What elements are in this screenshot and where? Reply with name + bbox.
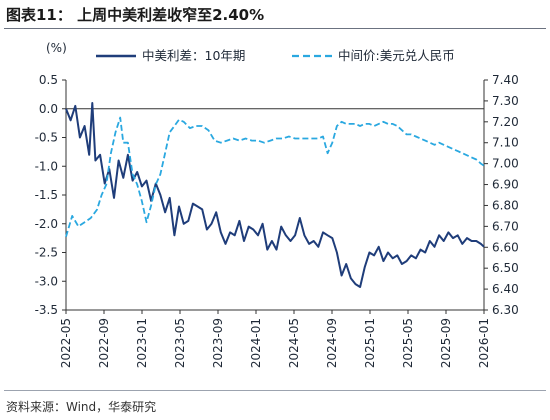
figure-title: 图表11： 上周中美利差收窄至2.40%: [6, 6, 265, 24]
y-left-tick-label: 0.5: [39, 73, 58, 87]
y-left-tick-label: -3.5: [35, 303, 58, 317]
y-right-tick-label: 7.20: [492, 115, 519, 129]
y-right-tick-label: 6.40: [492, 282, 519, 296]
x-tick-label: 2024-05: [287, 318, 301, 368]
x-tick-label: 2025-01: [363, 318, 377, 368]
x-axis: 2022-05 2022-09 2023-01 2023-05 2023-09 2024-…: [59, 310, 491, 368]
title-rule: [4, 28, 546, 29]
y-axis-left-label: (%): [46, 41, 67, 55]
x-tick-label: 2023-01: [135, 318, 149, 368]
legend-label-spread: 中美利差：10年期: [142, 48, 245, 63]
y-axis-right: 7.40 7.30 7.20 7.10 7.00 6.90 6.80 6.70 6.60 6.50…: [484, 73, 519, 317]
y-left-tick-label: -3.0: [35, 274, 58, 288]
x-tick-label: 2023-09: [211, 318, 225, 368]
y-left-tick-label: -1.5: [35, 188, 58, 202]
x-tick-label: 2023-05: [173, 318, 187, 368]
y-left-tick-label: 0.0: [39, 102, 58, 116]
series-line-usdcny-fixing: [65, 116, 485, 238]
y-right-tick-label: 7.30: [492, 94, 519, 108]
y-right-tick-label: 6.30: [492, 303, 519, 317]
x-tick-label: 2024-01: [249, 318, 263, 368]
series-layer: [65, 102, 485, 288]
y-left-tick-label: -0.5: [35, 131, 58, 145]
y-left-tick-label: -1.0: [35, 159, 58, 173]
y-left-tick-label: -2.0: [35, 217, 58, 231]
source-note: 资料来源：Wind，华泰研究: [6, 400, 157, 414]
legend: 中美利差：10年期 中间价:美元兑人民币: [96, 48, 455, 63]
y-axis-left: 0.5 0.0 -0.5 -1.0 -1.5 -2.0 -2.5 -3.0 -3.5: [35, 73, 66, 317]
y-right-tick-label: 6.60: [492, 240, 519, 254]
x-tick-label: 2022-05: [59, 318, 73, 368]
bottom-rule: [4, 390, 546, 391]
y-right-tick-label: 6.50: [492, 261, 519, 275]
x-tick-label: 2025-09: [439, 318, 453, 368]
series-line-cn-us-spread-10y: [65, 102, 485, 288]
x-tick-label: 2022-09: [97, 318, 111, 368]
y-right-tick-label: 6.70: [492, 219, 519, 233]
legend-label-fixing: 中间价:美元兑人民币: [338, 48, 455, 63]
y-left-tick-label: -2.5: [35, 246, 58, 260]
y-right-tick-label: 6.80: [492, 198, 519, 212]
x-tick-label: 2024-09: [325, 318, 339, 368]
y-right-tick-label: 7.40: [492, 73, 519, 87]
dual-axis-line-chart: 0.50.0-0.5-1.0-1.5-2.0-2.5-3.0-3.5 7.407…: [35, 41, 519, 368]
y-right-tick-label: 7.10: [492, 136, 519, 150]
x-tick-label: 2026-01: [477, 318, 491, 368]
y-right-tick-label: 7.00: [492, 157, 519, 171]
x-tick-label: 2025-05: [401, 318, 415, 368]
plot-area: [65, 80, 485, 311]
y-right-tick-label: 6.90: [492, 178, 519, 192]
